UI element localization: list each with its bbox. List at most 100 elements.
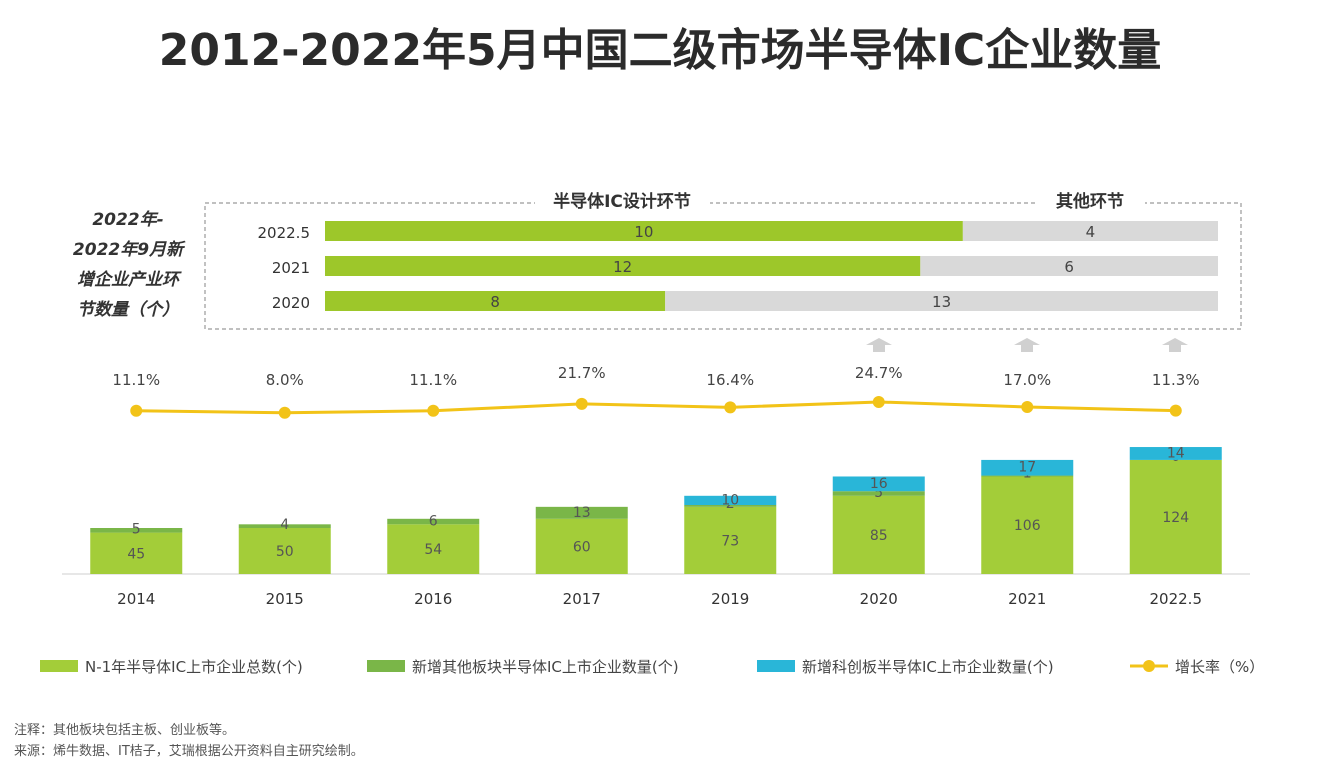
- series-header-mask-0: [535, 188, 710, 214]
- bar-segment-series-1: [90, 528, 183, 533]
- x-tick-label: 2019: [711, 590, 749, 608]
- top-panel-border: [204, 202, 1242, 330]
- legend-label-series-2: 新增科创板半导体IC上市企业数量(个): [802, 658, 1054, 676]
- bar-segment-series-0: [535, 518, 628, 574]
- hbar-segment-other: [665, 291, 1218, 311]
- legend-label-growth-rate: 增长率（%）: [1175, 658, 1264, 676]
- growth-rate-point: [575, 397, 588, 410]
- bar-segment-label: 45: [127, 546, 145, 562]
- x-tick-label: 2020: [860, 590, 898, 608]
- bar-segment-label: 16: [870, 476, 888, 492]
- growth-rate-label: 11.1%: [409, 371, 457, 389]
- growth-rate-point: [1021, 400, 1034, 413]
- legend-swatch-series-2: [757, 660, 795, 672]
- growth-rate-point: [278, 406, 291, 419]
- hbar-segment-design: [325, 291, 666, 311]
- growth-rate-label: 21.7%: [558, 364, 606, 382]
- bar-segment-series-0: [387, 524, 480, 574]
- bar-segment-series-2: [832, 476, 925, 492]
- bar-segment-series-0: [981, 476, 1074, 574]
- bar-segment-series-0: [90, 532, 183, 574]
- bar-segment-label: 6: [429, 513, 438, 529]
- side-label-line-1: 2022年9月新: [73, 240, 186, 260]
- growth-rate-point: [130, 404, 143, 417]
- legend-label-series-1: 新增其他板块半导体IC上市企业数量(个): [412, 658, 679, 676]
- growth-rate-line: [136, 400, 1176, 415]
- bar-segment-label: 4: [280, 517, 289, 533]
- bar-segment-label: 5: [132, 522, 141, 538]
- chart-title: 2012-2022年5月中国二级市场半导体IC企业数量: [158, 25, 1162, 76]
- bar-segment-series-1: [684, 505, 777, 507]
- x-tick-label: 2014: [117, 590, 155, 608]
- up-arrow-icon: [1014, 338, 1040, 352]
- growth-rate-point: [1169, 404, 1182, 417]
- growth-rate-label: 16.4%: [706, 371, 754, 389]
- bar-segment-label: 54: [424, 542, 442, 558]
- bar-segment-label: 60: [573, 539, 591, 555]
- growth-rate-label: 11.3%: [1152, 371, 1200, 389]
- x-tick-label: 2015: [266, 590, 304, 608]
- side-label-line-2: 增企业产业环: [77, 270, 182, 290]
- bar-segment-series-1: [387, 518, 480, 525]
- up-arrow-icon: [1162, 338, 1188, 352]
- bar-segment-label: 14: [1167, 445, 1185, 461]
- legend-swatch-series-0: [40, 660, 78, 672]
- hbar-value-label: 4: [1086, 223, 1096, 241]
- hbar-segment-design: [325, 221, 963, 241]
- bar-segment-label: 85: [870, 528, 888, 544]
- bar-segment-series-1: [832, 491, 925, 496]
- bar-segment-series-1: [981, 475, 1074, 477]
- bar-segment-series-0: [238, 528, 331, 574]
- legend-swatch-series-1: [367, 660, 405, 672]
- hbar-category-label: 2022.5: [258, 224, 311, 242]
- footnote-note: 注释：其他板块包括主板、创业板等。: [14, 723, 236, 738]
- side-label-line-3: 节数量（个）: [77, 300, 179, 320]
- bar-segment-series-2: [981, 459, 1074, 476]
- footnote-source: 来源：烯牛数据、IT桔子，艾瑞根据公开资料自主研究绘制。: [14, 744, 364, 759]
- growth-rate-label: 24.7%: [855, 364, 903, 382]
- bar-segment-label: 50: [276, 544, 294, 560]
- legend-point-growth-rate: [1143, 660, 1155, 672]
- x-tick-label: 2017: [563, 590, 601, 608]
- x-tick-label: 2021: [1008, 590, 1046, 608]
- bar-segment-label: 73: [721, 533, 739, 549]
- bar-segment-label: 10: [721, 492, 739, 508]
- series-header-1: 其他环节: [1056, 191, 1124, 212]
- bar-segment-series-2: [1129, 447, 1222, 460]
- hbar-segment-other: [962, 221, 1218, 241]
- bar-segment-series-2: [684, 495, 777, 505]
- legend-label-series-0: N-1年半导体IC上市企业总数(个): [85, 658, 303, 676]
- hbar-value-label: 12: [613, 258, 632, 276]
- hbar-segment-other: [920, 256, 1218, 276]
- bar-segment-label: 5: [874, 485, 883, 501]
- series-header-mask-1: [1035, 188, 1145, 214]
- bar-segment-series-1: [238, 524, 331, 528]
- bar-segment-series-0: [684, 506, 777, 574]
- bar-segment-series-0: [1129, 459, 1222, 574]
- hbar-value-label: 10: [634, 223, 653, 241]
- side-label-line-0: 2022年-: [92, 210, 163, 230]
- bar-segment-label: 13: [573, 505, 591, 521]
- bar-segment-label: 124: [1162, 510, 1189, 526]
- up-arrow-icon: [866, 338, 892, 352]
- x-tick-label: 2022.5: [1150, 590, 1203, 608]
- bar-segment-label: 106: [1014, 518, 1041, 534]
- series-header-0: 半导体IC设计环节: [553, 191, 691, 212]
- hbar-segment-design: [325, 256, 921, 276]
- hbar-value-label: 8: [490, 293, 500, 311]
- hbar-value-label: 13: [932, 293, 951, 311]
- growth-rate-point: [427, 404, 440, 417]
- growth-rate-label: 17.0%: [1003, 371, 1051, 389]
- bar-segment-label: 17: [1018, 460, 1036, 476]
- growth-rate-point: [724, 401, 737, 414]
- growth-rate-label: 11.1%: [112, 371, 160, 389]
- bar-segment-series-0: [832, 495, 925, 574]
- x-tick-label: 2016: [414, 590, 452, 608]
- growth-rate-label: 8.0%: [266, 371, 304, 389]
- hbar-category-label: 2021: [272, 259, 310, 277]
- hbar-value-label: 6: [1064, 258, 1074, 276]
- hbar-category-label: 2020: [272, 294, 310, 312]
- bar-segment-series-1: [535, 506, 628, 519]
- growth-rate-point: [872, 395, 885, 408]
